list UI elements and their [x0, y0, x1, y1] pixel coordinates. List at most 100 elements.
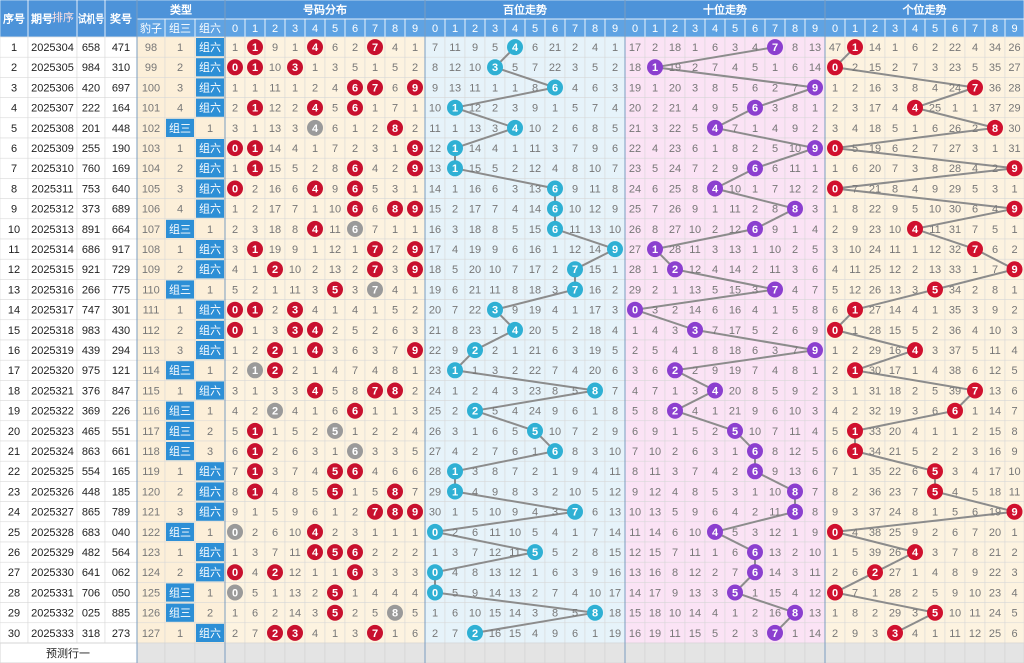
cell-value: 1 — [852, 426, 858, 438]
cell-value: 2 — [312, 426, 318, 438]
cell-value: 14 — [769, 567, 781, 579]
row-text: 439 — [82, 345, 100, 357]
cell-value: 4 — [712, 264, 718, 276]
cell-value: 5 — [912, 204, 918, 216]
row-text: 2025329 — [31, 547, 74, 559]
cell-value: 3 — [392, 264, 398, 276]
cell-value: 2 — [832, 224, 838, 236]
cell-value: 10 — [629, 507, 641, 519]
cell-value: 21 — [429, 325, 441, 337]
cell-value: 6 — [292, 183, 298, 195]
row-text: 18 — [8, 385, 20, 397]
cell-value: 13 — [989, 385, 1001, 397]
cell-value: 2 — [912, 385, 918, 397]
cell-value: 组六 — [199, 626, 221, 640]
cell-value: 1 — [992, 143, 998, 155]
row-text: 891 — [82, 224, 100, 236]
cell-value: 6 — [732, 547, 738, 559]
cell-value: 6 — [552, 204, 558, 216]
cell-value: 组六 — [199, 484, 221, 498]
cell-value: 1 — [812, 103, 818, 115]
row-text: 2025317 — [31, 305, 74, 317]
cell-value: 29 — [629, 284, 641, 296]
cell-value: 9 — [1011, 446, 1017, 458]
cell-value: 7 — [732, 123, 738, 135]
cell-value: 1 — [292, 82, 298, 94]
cell-value: 9 — [812, 345, 818, 357]
cell-value: 16 — [989, 446, 1001, 458]
cell-value: 2 — [312, 163, 318, 175]
cell-value: 10 — [509, 527, 521, 539]
cell-value: 1 — [332, 628, 338, 640]
cell-value: 5 — [292, 163, 298, 175]
cell-value: 11 — [989, 345, 1000, 357]
cell-value: 11 — [729, 204, 740, 216]
cell-value: 27 — [629, 244, 641, 256]
cell-value: 3 — [852, 507, 858, 519]
cell-value: 5 — [492, 42, 498, 54]
cell-value: 1 — [412, 365, 418, 377]
footer-cell — [264, 642, 286, 663]
cell-value: 3 — [512, 183, 518, 195]
cell-value: 10 — [929, 204, 941, 216]
row-text: 1 — [11, 42, 17, 54]
row-text: 975 — [82, 365, 100, 377]
cell-value: 2 — [292, 103, 298, 115]
cell-value: 11 — [949, 628, 960, 640]
cell-value: 105 — [142, 183, 160, 195]
cell-value: 6 — [352, 446, 358, 458]
cell-value: 5 — [332, 608, 338, 620]
cell-value: 7 — [472, 547, 478, 559]
cell-value: 5 — [932, 608, 938, 620]
cell-value: 4 — [972, 325, 978, 337]
cell-value: 3 — [912, 163, 918, 175]
cell-value: 1 — [392, 406, 398, 418]
cell-value: 2 — [1011, 244, 1017, 256]
cell-value: 30 — [949, 204, 961, 216]
cell-value: 7 — [812, 284, 818, 296]
header-label: 4 — [312, 23, 318, 35]
cell-value: 33 — [949, 264, 961, 276]
row-text: 430 — [112, 325, 130, 337]
cell-value: 8 — [492, 224, 498, 236]
cell-value: 5 — [932, 385, 938, 397]
cell-value: 5 — [312, 486, 318, 498]
cell-value: 13 — [469, 123, 481, 135]
row-text: 185 — [112, 486, 130, 498]
cell-value: 10 — [329, 204, 341, 216]
cell-value: 10 — [669, 608, 681, 620]
cell-value: 2 — [412, 385, 418, 397]
row-text: 3 — [11, 82, 17, 94]
cell-value: 4 — [932, 365, 938, 377]
cell-value: 4 — [652, 325, 658, 337]
cell-value: 1 — [832, 163, 838, 175]
header-label: 试机号 — [78, 11, 104, 25]
cell-value: 3 — [572, 62, 578, 74]
cell-value: 8 — [232, 486, 238, 498]
cell-value: 18 — [589, 325, 601, 337]
cell-value: 21 — [869, 183, 881, 195]
footer-cell — [924, 642, 946, 663]
cell-value: 3 — [752, 628, 758, 640]
cell-value: 0 — [832, 143, 838, 155]
cell-value: 3 — [352, 527, 358, 539]
cell-value: 10 — [289, 527, 301, 539]
cell-value: 3 — [632, 365, 638, 377]
cell-value: 8 — [592, 123, 598, 135]
header-label: 序号 — [3, 11, 25, 25]
header-label: 百位走势 — [503, 2, 547, 16]
cell-value: 124 — [142, 567, 160, 579]
cell-value: 2 — [892, 62, 898, 74]
cell-value: 1 — [272, 426, 278, 438]
cell-value: 1 — [252, 103, 258, 115]
header-label: 4 — [912, 23, 918, 35]
cell-value: 10 — [549, 426, 561, 438]
cell-value: 6 — [692, 143, 698, 155]
cell-value: 24 — [669, 163, 681, 175]
cell-value: 5 — [392, 62, 398, 74]
footer-cell — [964, 642, 986, 663]
cell-value: 1 — [572, 527, 578, 539]
cell-value: 8 — [572, 163, 578, 175]
row-text: 847 — [112, 385, 130, 397]
row-text: 706 — [82, 587, 100, 599]
